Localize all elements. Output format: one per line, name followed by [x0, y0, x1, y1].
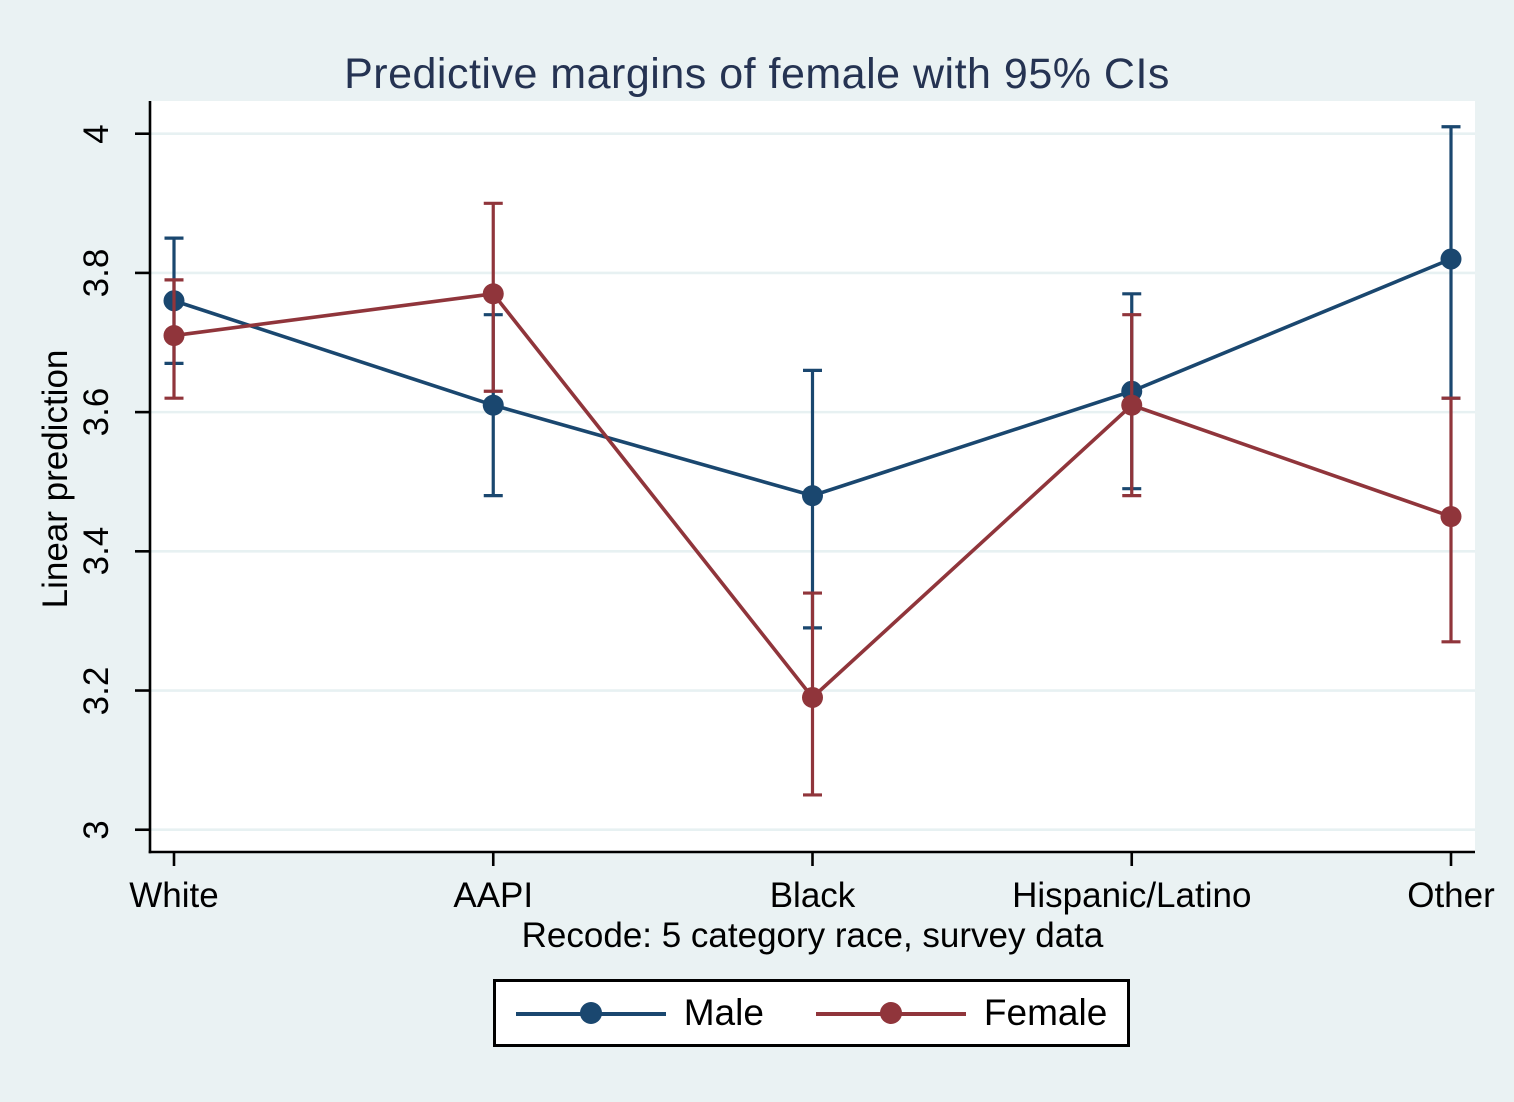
data-point-marker: [1440, 248, 1462, 270]
female-series-sample: [815, 1002, 966, 1024]
male-marker-icon: [579, 1002, 602, 1024]
legend-label-female: Female: [983, 992, 1108, 1033]
x-category-label: AAPI: [453, 876, 534, 915]
legend-entry-female: Female: [815, 992, 1108, 1034]
y-axis-title: Linear prediction: [36, 349, 75, 609]
legend-entry-male: Male: [515, 992, 764, 1034]
y-tick-label: 3.6: [77, 387, 116, 437]
data-point-marker: [1440, 506, 1462, 528]
data-point-marker: [802, 485, 823, 507]
data-point-marker: [1121, 394, 1143, 416]
data-point-marker: [163, 325, 185, 347]
y-tick-label: 3.4: [77, 526, 116, 576]
y-tick-label: 4: [77, 123, 116, 144]
data-point-marker: [482, 283, 504, 305]
y-tick-label: 3.8: [77, 248, 116, 298]
female-marker-icon: [879, 1002, 902, 1024]
y-tick-label: 3.2: [77, 666, 116, 715]
y-tick-label: 3: [77, 819, 116, 840]
data-point-marker: [802, 686, 823, 708]
x-axis-title: Recode: 5 category race, survey data: [521, 916, 1104, 955]
x-category-label: Other: [1407, 876, 1495, 915]
x-category-label: Black: [769, 876, 856, 915]
legend: Male Female: [493, 979, 1130, 1047]
legend-label-male: Male: [683, 992, 764, 1033]
x-category-label: Hispanic/Latino: [1012, 876, 1252, 915]
data-point-marker: [482, 394, 504, 416]
chart-title: Predictive margins of female with 95% CI…: [344, 50, 1170, 98]
x-category-label: White: [129, 876, 219, 915]
male-series-sample: [515, 1002, 666, 1024]
